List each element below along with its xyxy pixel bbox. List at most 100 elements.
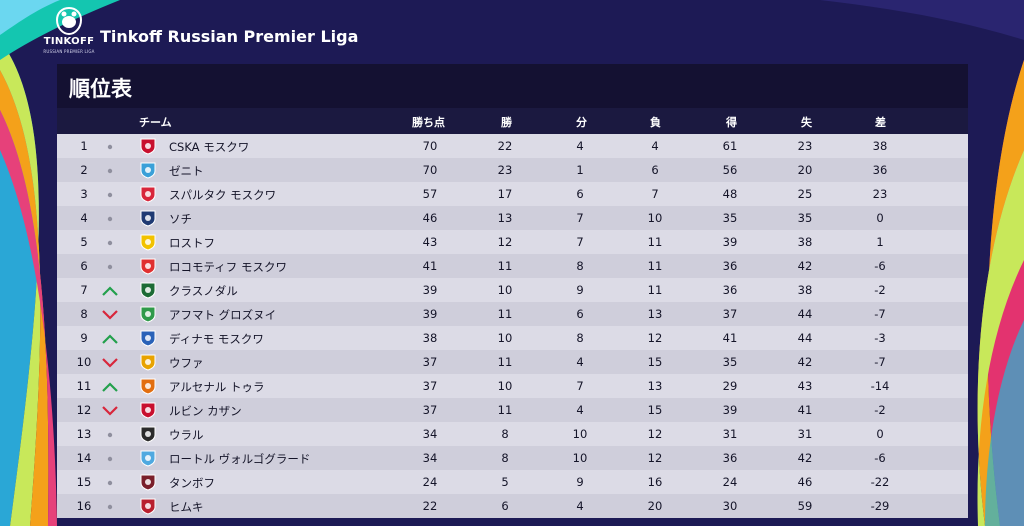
goals-for: 36 (722, 259, 738, 273)
table-row[interactable]: 8 アフマト グロズヌイ 39 11 6 13 37 44 -7 (57, 302, 968, 326)
goals-for: 48 (722, 187, 738, 201)
drawn: 8 (576, 331, 584, 345)
points: 38 (422, 331, 438, 345)
goals-for: 29 (722, 379, 738, 393)
drawn: 10 (572, 427, 588, 441)
position: 11 (76, 379, 92, 393)
table-row[interactable]: 11 アルセナル トゥラ 37 10 7 13 29 43 -14 (57, 374, 968, 398)
team-name: ソチ (169, 212, 192, 226)
team-crest-icon (139, 137, 157, 155)
lost: 13 (647, 307, 663, 321)
goal-diff: 1 (876, 235, 884, 249)
goal-diff: 36 (872, 163, 888, 177)
won: 11 (497, 355, 513, 369)
won: 17 (497, 187, 513, 201)
team-name: ロストフ (169, 236, 215, 250)
table-row[interactable]: 2 ゼニト 70 23 1 6 56 20 36 (57, 158, 968, 182)
position: 1 (80, 139, 88, 153)
table-row[interactable]: 14 ロートル ヴォルゴグラード 34 8 10 12 36 42 -6 (57, 446, 968, 470)
position: 5 (80, 235, 88, 249)
table-row[interactable]: 1 CSKA モスクワ 70 22 4 4 61 23 38 (57, 134, 968, 158)
column-goal-diff: 差 (875, 116, 886, 129)
drawn: 7 (576, 379, 584, 393)
points: 57 (422, 187, 438, 201)
goal-diff: -7 (874, 355, 886, 369)
lost: 4 (651, 139, 659, 153)
goals-against: 41 (797, 403, 813, 417)
column-won: 勝 (501, 116, 512, 129)
goal-diff: 0 (876, 211, 884, 225)
lost: 12 (647, 451, 663, 465)
column-drawn: 分 (576, 116, 587, 129)
lost: 7 (651, 187, 659, 201)
arrow-up-icon (101, 331, 119, 345)
team-crest-icon (139, 257, 157, 275)
points: 39 (422, 307, 438, 321)
points: 43 (422, 235, 438, 249)
position: 14 (76, 451, 92, 465)
dot-icon (101, 499, 119, 513)
standings-table: 1 CSKA モスクワ 70 22 4 4 61 23 38 2 ゼニト 70 … (57, 134, 968, 518)
goal-diff: -14 (870, 379, 890, 393)
lost: 16 (647, 475, 663, 489)
lost: 12 (647, 427, 663, 441)
table-header: チーム 勝ち点 勝 分 負 得 失 差 (57, 108, 968, 134)
dot-icon (101, 475, 119, 489)
won: 11 (497, 259, 513, 273)
team-name: スパルタク モスクワ (169, 188, 277, 202)
goals-against: 42 (797, 355, 813, 369)
arrow-down-icon (101, 403, 119, 417)
team-name: タンボフ (169, 476, 215, 490)
team-name: クラスノダル (169, 284, 238, 298)
goals-against: 42 (797, 259, 813, 273)
won: 12 (497, 235, 513, 249)
table-row[interactable]: 16 ヒムキ 22 6 4 20 30 59 -29 (57, 494, 968, 518)
column-goals-against: 失 (801, 116, 812, 129)
table-row[interactable]: 13 ウラル 34 8 10 12 31 31 0 (57, 422, 968, 446)
goals-against: 38 (797, 283, 813, 297)
table-row[interactable]: 3 スパルタク モスクワ 57 17 6 7 48 25 23 (57, 182, 968, 206)
lost: 12 (647, 331, 663, 345)
goals-for: 35 (722, 211, 738, 225)
points: 39 (422, 283, 438, 297)
won: 6 (501, 499, 509, 513)
goals-against: 44 (797, 331, 813, 345)
lost: 13 (647, 379, 663, 393)
table-row[interactable]: 4 ソチ 46 13 7 10 35 35 0 (57, 206, 968, 230)
won: 10 (497, 379, 513, 393)
team-name: ヒムキ (169, 500, 204, 514)
league-logo: TINKOFF RUSSIAN PREMIER LIGA (40, 6, 98, 60)
goal-diff: 38 (872, 139, 888, 153)
drawn: 4 (576, 139, 584, 153)
drawn: 9 (576, 475, 584, 489)
column-team: チーム (139, 116, 172, 129)
arrow-up-icon (101, 283, 119, 297)
drawn: 4 (576, 403, 584, 417)
team-name: ロコモティフ モスクワ (169, 260, 287, 274)
team-crest-icon (139, 377, 157, 395)
table-row[interactable]: 6 ロコモティフ モスクワ 41 11 8 11 36 42 -6 (57, 254, 968, 278)
table-row[interactable]: 7 クラスノダル 39 10 9 11 36 38 -2 (57, 278, 968, 302)
league-title: Tinkoff Russian Premier Liga (100, 27, 359, 46)
table-row[interactable]: 5 ロストフ 43 12 7 11 39 38 1 (57, 230, 968, 254)
drawn: 10 (572, 451, 588, 465)
points: 70 (422, 139, 438, 153)
points: 34 (422, 427, 438, 441)
table-row[interactable]: 10 ウファ 37 11 4 15 35 42 -7 (57, 350, 968, 374)
position: 15 (76, 475, 92, 489)
dot-icon (101, 211, 119, 225)
won: 10 (497, 331, 513, 345)
drawn: 9 (576, 283, 584, 297)
goals-for: 31 (722, 427, 738, 441)
goals-against: 38 (797, 235, 813, 249)
position: 8 (80, 307, 88, 321)
drawn: 6 (576, 187, 584, 201)
lost: 15 (647, 403, 663, 417)
drawn: 1 (576, 163, 584, 177)
dot-icon (101, 235, 119, 249)
table-row[interactable]: 15 タンボフ 24 5 9 16 24 46 -22 (57, 470, 968, 494)
column-points: 勝ち点 (412, 116, 445, 129)
table-row[interactable]: 9 ディナモ モスクワ 38 10 8 12 41 44 -3 (57, 326, 968, 350)
team-crest-icon (139, 497, 157, 515)
table-row[interactable]: 12 ルビン カザン 37 11 4 15 39 41 -2 (57, 398, 968, 422)
